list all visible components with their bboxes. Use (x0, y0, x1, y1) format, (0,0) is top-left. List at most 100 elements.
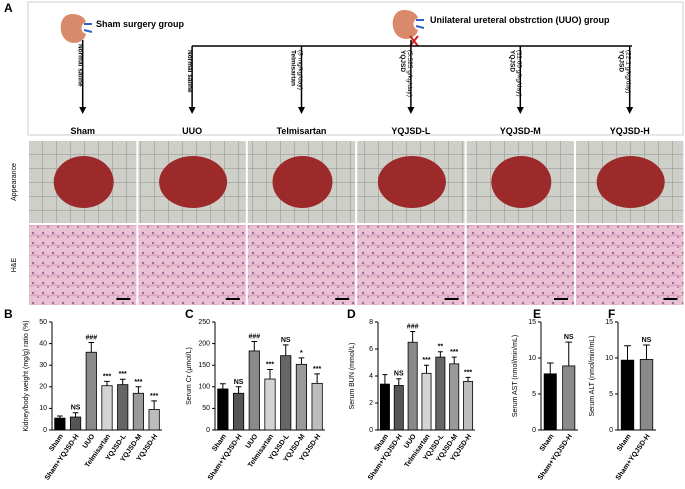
bar (311, 382, 323, 431)
x-tick-label: UUO (245, 433, 260, 450)
significance: *** (134, 379, 142, 386)
y-tick-label: 8 (369, 319, 373, 326)
error-bar (220, 383, 226, 389)
arrow-label: YQJSD (399, 50, 406, 72)
significance: *** (313, 366, 321, 373)
panel-letter: A (4, 1, 13, 15)
arrow-head (79, 107, 87, 114)
bar (639, 359, 654, 431)
significance: NS (394, 371, 404, 378)
x-tick-label: Sham+YQJSD-H (615, 433, 652, 481)
error-bar (151, 400, 157, 410)
arrow-head (626, 107, 634, 114)
error-bar (643, 344, 650, 360)
y-tick-label: 50 (202, 405, 210, 412)
bar (264, 378, 276, 431)
panel-a-frame (27, 1, 684, 136)
bar (101, 385, 113, 431)
error-bar (546, 362, 554, 374)
error-bar (135, 386, 142, 394)
error-bar (72, 412, 79, 418)
bar (69, 416, 82, 431)
bar (543, 373, 557, 431)
error-bar (298, 357, 305, 365)
group-title: Sham surgery group (96, 19, 185, 29)
bar (562, 365, 576, 431)
error-bar (382, 374, 388, 385)
significance: *** (119, 371, 127, 378)
error-bar (410, 330, 416, 343)
bar (132, 392, 145, 431)
group-label: YQJSD-M (500, 126, 541, 136)
bar (449, 363, 460, 431)
error-bar (396, 378, 402, 386)
error-bar (251, 340, 258, 351)
panel-letter: B (4, 307, 13, 321)
y-tick-label: 0 (43, 427, 47, 434)
y-tick-label: 150 (198, 362, 210, 369)
y-tick-label: 15 (605, 319, 613, 326)
y-tick-label: 10 (528, 355, 536, 362)
row-label: H&E (11, 257, 18, 272)
bar (248, 350, 260, 431)
y-tick-label: 50 (39, 319, 47, 326)
y-tick-label: 200 (198, 340, 210, 347)
bar (295, 363, 308, 431)
arrow-label: Normal saline (186, 50, 193, 93)
y-tick-label: 15 (528, 319, 536, 326)
group-title: Unilateral ureteral obstrction (UUO) gro… (430, 15, 610, 25)
y-tick-label: 0 (206, 427, 210, 434)
y-tick-label: 0 (609, 427, 613, 434)
arrow-dose: (3 mg/kg/day) (297, 50, 304, 90)
he-image (357, 225, 465, 305)
bar (435, 356, 446, 431)
y-axis-label: Serum AST (nmol/min/mL) (512, 335, 519, 417)
arrow-head (516, 107, 524, 114)
error-bar (624, 345, 631, 361)
significance: *** (464, 369, 472, 376)
significance: NS (642, 337, 652, 344)
kidney (596, 156, 665, 208)
bar (463, 380, 474, 431)
bar (407, 341, 418, 431)
he-image (576, 225, 684, 305)
arrow-head (188, 107, 196, 114)
kidney (53, 156, 114, 208)
arrow-head (407, 107, 415, 114)
group-label: Sham (70, 126, 95, 136)
y-tick-label: 0 (369, 427, 373, 434)
bar (393, 385, 404, 431)
group-label: YQJSD-L (391, 126, 431, 136)
x-tick-label: UUO (82, 433, 97, 450)
y-tick-label: 5 (532, 391, 536, 398)
bar (217, 388, 229, 431)
significance: ### (85, 335, 97, 342)
panel-letter: E (533, 307, 541, 321)
significance: *** (450, 349, 458, 356)
error-bar (104, 380, 110, 386)
bar (117, 384, 129, 431)
panel-letter: D (347, 307, 356, 321)
y-tick-label: 30 (39, 362, 47, 369)
error-bar (88, 342, 95, 353)
x-tick-label: Sham+YQJSD-H (537, 433, 574, 481)
y-tick-label: 40 (39, 340, 47, 347)
error-bar (465, 376, 471, 382)
arrow-head (298, 107, 305, 114)
group-label: Telmisartan (277, 126, 327, 136)
arrow-dose: (5.525 g/kg/day) (406, 50, 413, 97)
arrow-label: Normal saline (77, 44, 84, 87)
arrow-label: Telmisartan (290, 50, 297, 86)
x-tick-label: Sham (539, 433, 556, 453)
he-image (466, 225, 574, 305)
panel-letter: C (185, 307, 194, 321)
error-bar (437, 351, 443, 358)
he-image (247, 225, 356, 305)
error-bar (424, 364, 429, 374)
y-tick-label: 20 (39, 384, 47, 391)
significance: *** (103, 373, 111, 380)
error-bar (267, 369, 273, 380)
error-bar (282, 344, 289, 356)
significance: * (300, 350, 303, 357)
